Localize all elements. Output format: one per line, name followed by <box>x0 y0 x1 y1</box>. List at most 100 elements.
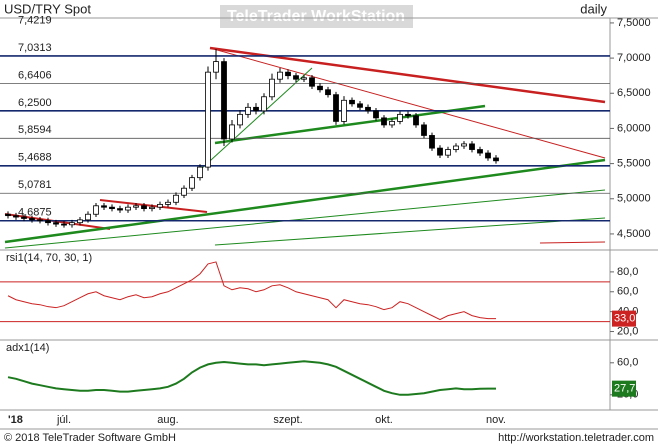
candle-body <box>445 149 451 156</box>
candle-body <box>5 213 11 217</box>
candle-body <box>269 78 275 98</box>
trendline <box>4 158 606 244</box>
candle-body <box>437 147 443 156</box>
x-tick-label: okt. <box>375 414 393 426</box>
candle-body <box>381 117 387 126</box>
candle-body <box>221 61 227 140</box>
trendline <box>99 199 208 213</box>
y-tick-label: 60,0 <box>617 286 638 298</box>
panel-title: rsi1(14, 70, 30, 1) <box>6 252 92 264</box>
value-label: 27,7 <box>614 383 635 395</box>
y-tick-label: 6,0000 <box>617 122 651 134</box>
candle-body <box>101 205 107 208</box>
level-label: 5,8594 <box>18 124 52 136</box>
x-tick-label: '18 <box>8 414 23 426</box>
candle-body <box>189 177 195 189</box>
x-tick-label: júl. <box>56 414 71 426</box>
y-tick-label: 20,0 <box>617 325 638 337</box>
level-label: 4,6875 <box>18 207 52 219</box>
candle-body <box>477 149 483 154</box>
trendline <box>214 217 606 246</box>
level-label: 6,6406 <box>18 69 52 81</box>
candle-body <box>125 206 131 211</box>
candle-body <box>333 94 339 122</box>
y-tick-label: 5,0000 <box>617 193 651 205</box>
candle-body <box>405 113 411 117</box>
candle-body <box>373 110 379 119</box>
indicator-line <box>7 360 496 396</box>
candle-body <box>77 219 83 224</box>
candle-body <box>421 124 427 136</box>
candle-body <box>413 115 419 126</box>
candle-body <box>61 223 67 226</box>
watermark-box <box>220 5 413 28</box>
candle-body <box>469 143 475 150</box>
candle-body <box>13 215 19 218</box>
y-tick-label: 6,5000 <box>617 87 651 99</box>
candle-body <box>21 216 27 219</box>
candle-body <box>325 89 331 96</box>
candle-body <box>261 96 267 112</box>
candle-body <box>85 213 91 221</box>
candle-body <box>397 113 403 122</box>
x-tick-label: aug. <box>157 414 178 426</box>
x-tick-label: szept. <box>273 414 302 426</box>
candle-body <box>45 220 51 224</box>
candle-body <box>93 205 99 215</box>
level-label: 5,4688 <box>18 152 52 164</box>
y-tick-label: 7,0000 <box>617 52 651 64</box>
candle-body <box>285 71 291 77</box>
candle-body <box>117 208 123 211</box>
y-tick-label: 7,5000 <box>617 17 651 29</box>
footer-copyright: © 2018 TeleTrader Software GmbH <box>4 432 176 444</box>
footer-url: http://workstation.teletrader.com <box>498 432 654 444</box>
candle-body <box>461 143 467 147</box>
candle-body <box>453 145 459 150</box>
candle-body <box>205 71 211 168</box>
candle-body <box>37 219 43 222</box>
candle-body <box>493 157 499 162</box>
level-label: 7,4219 <box>18 14 52 26</box>
candle-body <box>165 201 171 205</box>
candle-body <box>157 203 163 208</box>
value-label: 33,0 <box>614 313 635 325</box>
candle-body <box>197 166 203 179</box>
candle-body <box>69 222 75 226</box>
y-tick-label: 5,5000 <box>617 158 651 170</box>
y-tick-label: 80,0 <box>617 266 638 278</box>
trendlines <box>4 46 606 249</box>
period: daily <box>580 1 607 16</box>
candle-body <box>341 99 347 122</box>
candle-body <box>357 103 363 108</box>
value-label-box <box>612 310 636 327</box>
candle-body <box>181 187 187 196</box>
level-label: 7,0313 <box>18 42 52 54</box>
candle-body <box>365 106 371 112</box>
value-label-box <box>612 380 636 397</box>
candle-body <box>485 152 491 159</box>
candle-body <box>229 124 235 140</box>
x-tick-label: nov. <box>486 414 506 426</box>
candle-body <box>245 106 251 115</box>
candle-body <box>29 218 35 221</box>
candle-body <box>389 120 395 126</box>
candle-body <box>149 206 155 210</box>
candle-body <box>317 85 323 91</box>
candle-body <box>349 99 355 105</box>
candle-body <box>429 135 435 149</box>
trendline <box>4 189 606 249</box>
candle-body <box>213 61 219 73</box>
candle-body <box>141 205 147 210</box>
panel-title: adx1(14) <box>6 342 49 354</box>
candle-body <box>253 106 259 112</box>
trendline <box>199 67 313 171</box>
y-tick-label: 4,5000 <box>617 228 651 240</box>
trendline <box>209 47 606 159</box>
trendline <box>539 241 606 244</box>
trendline <box>209 46 606 104</box>
candle-body <box>309 77 315 87</box>
level-label: 6,2500 <box>18 97 52 109</box>
